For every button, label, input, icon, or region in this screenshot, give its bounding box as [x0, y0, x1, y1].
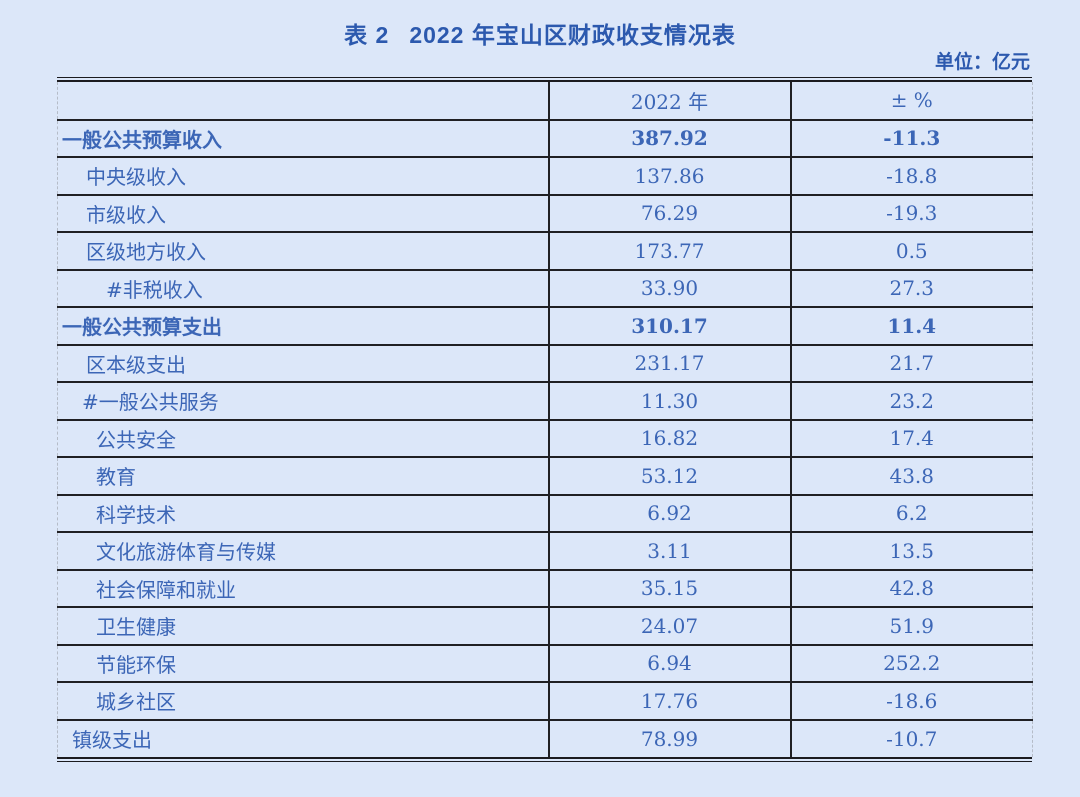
table-row: 镇级支出 78.99 -10.7 [58, 719, 1033, 757]
row-value: 78.99 [547, 719, 791, 757]
row-value: 137.86 [547, 157, 791, 196]
row-pct: 23.2 [789, 382, 1033, 421]
table-row: 一般公共预算收入 387.92 -11.3 [57, 119, 1033, 158]
row-label: 城乡社区 [57, 682, 549, 721]
column-header-pct: ± % [789, 82, 1033, 121]
row-value: 387.92 [547, 119, 791, 158]
table-row: 城乡社区 17.76 -18.6 [57, 682, 1033, 721]
row-value: 16.82 [547, 419, 791, 458]
row-label: 节能环保 [57, 644, 549, 683]
column-header-year: 2022 年 [547, 82, 791, 121]
row-label: #一般公共服务 [57, 382, 549, 421]
row-pct: 6.2 [789, 494, 1033, 533]
row-label: #非税收入 [57, 269, 549, 308]
row-label: 区级地方收入 [57, 232, 549, 271]
row-label: 镇级支出 [72, 728, 152, 753]
bottom-double-line [57, 757, 1032, 762]
top-double-line [57, 77, 1032, 82]
row-value: 24.07 [547, 607, 791, 646]
column-header-blank [57, 82, 549, 121]
row-pct: 42.8 [789, 569, 1033, 608]
row-value: 76.29 [547, 194, 791, 233]
table-row: 教育 53.12 43.8 [57, 457, 1033, 496]
page-title: 表 2 2022 年宝山区财政收支情况表 [0, 16, 1080, 50]
row-pct: 0.5 [789, 232, 1033, 271]
row-pct: -19.3 [789, 194, 1033, 233]
fiscal-table-zone: 2022 年 ± % 一般公共预算收入 387.92 -11.3 中央级收入 1… [57, 77, 1033, 762]
page-title-label: 表 2 [344, 22, 390, 48]
row-value: 3.11 [547, 532, 791, 571]
table-row: 区本级支出 231.17 21.7 [57, 344, 1033, 383]
row-value: 11.30 [547, 382, 791, 421]
row-label: 社会保障和就业 [57, 569, 549, 608]
row-label: 公共安全 [57, 419, 549, 458]
row-pct: -11.3 [789, 119, 1033, 158]
row-pct: 43.8 [789, 457, 1033, 496]
table-row: 科学技术 6.92 6.2 [57, 494, 1033, 533]
row-label: 市级收入 [57, 194, 549, 233]
row-label: 中央级收入 [57, 157, 549, 196]
row-pct: -10.7 [789, 719, 1033, 757]
row-pct: 17.4 [789, 419, 1033, 458]
table-row: #非税收入 33.90 27.3 [57, 269, 1033, 308]
table-body: 一般公共预算收入 387.92 -11.3 中央级收入 137.86 -18.8… [57, 119, 1033, 757]
row-pct: 27.3 [789, 269, 1033, 308]
table-row: 卫生健康 24.07 51.9 [57, 607, 1033, 646]
fiscal-table: 2022 年 ± % 一般公共预算收入 387.92 -11.3 中央级收入 1… [57, 82, 1033, 757]
row-pct: 13.5 [789, 532, 1033, 571]
row-pct: -18.6 [789, 682, 1033, 721]
row-label: 一般公共预算收入 [57, 119, 549, 158]
table-row: 公共安全 16.82 17.4 [57, 419, 1033, 458]
table-row: 社会保障和就业 35.15 42.8 [57, 569, 1033, 608]
row-value: 17.76 [547, 682, 791, 721]
row-value: 53.12 [547, 457, 791, 496]
row-pct: -18.8 [789, 157, 1033, 196]
row-pct: 51.9 [789, 607, 1033, 646]
row-value: 35.15 [547, 569, 791, 608]
table-row: 一般公共预算支出 310.17 11.4 [57, 307, 1033, 346]
row-value: 173.77 [547, 232, 791, 271]
table-row: 节能环保 6.94 252.2 [57, 644, 1033, 683]
row-value: 310.17 [547, 307, 791, 346]
row-pct: 21.7 [789, 344, 1033, 383]
page-title-text: 2022 年宝山区财政收支情况表 [409, 22, 736, 48]
table-row: 中央级收入 137.86 -18.8 [57, 157, 1033, 196]
row-value: 6.92 [547, 494, 791, 533]
row-label: 区本级支出 [57, 344, 549, 383]
row-value: 33.90 [547, 269, 791, 308]
row-pct: 252.2 [789, 644, 1033, 683]
row-pct: 11.4 [789, 307, 1033, 346]
row-value: 6.94 [547, 644, 791, 683]
table-row: 文化旅游体育与传媒 3.11 13.5 [57, 532, 1033, 571]
row-label: 文化旅游体育与传媒 [57, 532, 549, 571]
unit-note: 单位：亿元 [934, 52, 1030, 73]
row-label: 科学技术 [57, 494, 549, 533]
row-label: 一般公共预算支出 [57, 307, 549, 346]
row-label: 卫生健康 [57, 607, 549, 646]
row-label: 教育 [57, 457, 549, 496]
table-header-row: 2022 年 ± % [57, 82, 1033, 121]
row-value: 231.17 [547, 344, 791, 383]
table-row: #一般公共服务 11.30 23.2 [57, 382, 1033, 421]
table-row: 市级收入 76.29 -19.3 [57, 194, 1033, 233]
table-row: 区级地方收入 173.77 0.5 [57, 232, 1033, 271]
